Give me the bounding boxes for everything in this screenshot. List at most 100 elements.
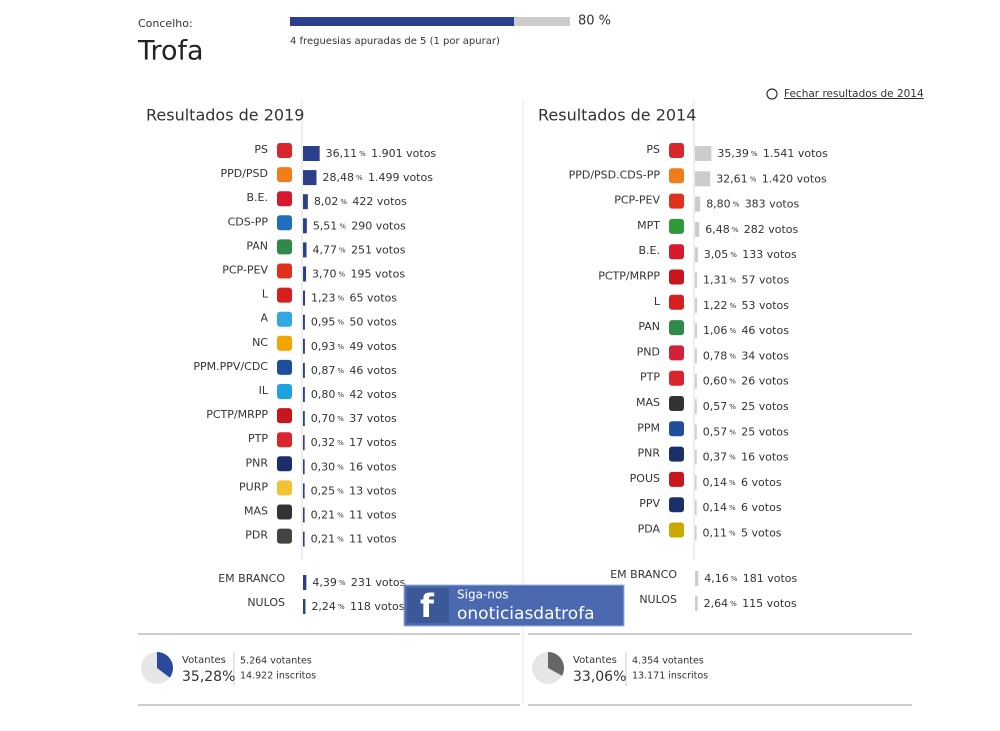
result-bar: [303, 387, 305, 402]
percent-sign: %: [730, 251, 737, 259]
percent-sign: %: [338, 295, 345, 303]
percent-sign: %: [339, 222, 346, 230]
result-bar: [695, 474, 697, 490]
result-bar: [695, 146, 712, 161]
party-name: PNR: [245, 456, 268, 469]
votes: 231 votos: [351, 576, 406, 589]
percent: 0,21: [311, 509, 336, 522]
votes: 49 votos: [349, 340, 397, 353]
party-name: PTP: [640, 371, 660, 384]
party-logo: [669, 345, 684, 361]
history-icon[interactable]: [766, 88, 778, 100]
votes: 16 votos: [741, 451, 789, 464]
percent-sign: %: [733, 201, 740, 209]
percent-sign: %: [337, 367, 344, 375]
percent-sign: %: [730, 600, 737, 608]
percent-sign: %: [337, 536, 344, 544]
percent-sign: %: [729, 403, 736, 411]
result-bar: [303, 483, 305, 499]
percent: 0,30: [311, 460, 336, 473]
party-logo: [277, 239, 292, 255]
percent-sign: %: [729, 479, 736, 487]
party-name: PPM: [637, 421, 660, 434]
votes: 1.541 votos: [763, 147, 828, 160]
votes: 383 votos: [745, 198, 800, 211]
percent-sign: %: [337, 463, 344, 471]
party-logo: [669, 218, 684, 234]
banner-line2: onoticiasdatrofa: [457, 604, 595, 624]
party-logo: [277, 504, 292, 520]
party-name: PPD/PSD.CDS-PP: [569, 168, 661, 181]
party-logo: [669, 446, 684, 462]
registered: 14.922 inscritos: [240, 671, 316, 682]
party-logo: [277, 528, 292, 544]
party-name: B.E.: [639, 244, 661, 257]
party-logo: [277, 456, 292, 472]
party-logo: [669, 497, 684, 513]
party-logo: [277, 311, 292, 327]
result-bar: [695, 272, 698, 288]
result-bar: [303, 218, 307, 234]
percent-sign: %: [337, 439, 344, 447]
percent: 4,39: [312, 576, 337, 589]
result-bar: [695, 171, 711, 187]
county-name: Trofa: [137, 36, 204, 67]
party-name: IL: [259, 384, 269, 397]
result-bar: [303, 435, 305, 451]
percent: 4,16: [704, 572, 729, 585]
facebook-logo: [407, 588, 449, 623]
close-link[interactable]: Fechar resultados de 2014: [784, 88, 924, 100]
party-name: PCP-PEV: [614, 194, 660, 207]
result-bar: [695, 196, 701, 212]
party-name: B.E.: [247, 191, 269, 204]
percent: 0,70: [311, 412, 336, 425]
percent: 1,22: [703, 299, 728, 312]
result-bar: [303, 575, 307, 590]
votes: 25 votos: [741, 425, 789, 438]
percent: 0,37: [703, 451, 728, 464]
voters: 5.264 votantes: [240, 656, 312, 667]
party-name: PCP-PEV: [222, 264, 268, 277]
result-bar: [303, 314, 305, 330]
result-bar: [695, 297, 698, 313]
party-logo: [277, 335, 292, 351]
votes: 1.901 votos: [371, 147, 436, 160]
result-bar: [303, 599, 306, 614]
party-name: EM BRANCO: [218, 572, 285, 585]
percent-sign: %: [729, 530, 736, 538]
votes: 11 votos: [349, 509, 397, 522]
result-bar: [695, 373, 697, 389]
party-logo: [277, 287, 292, 303]
percent-sign: %: [751, 150, 758, 158]
percent: 32,61: [716, 172, 748, 185]
party-logo: [669, 244, 684, 260]
party-name: L: [262, 288, 269, 301]
percent-sign: %: [337, 391, 344, 399]
progress-fill: [290, 17, 514, 26]
percent: 0,93: [311, 340, 336, 353]
percent-sign: %: [337, 343, 344, 351]
votes: 25 votos: [741, 400, 789, 413]
result-bar: [695, 348, 697, 364]
result-bar: [303, 290, 306, 306]
party-logo: [277, 263, 292, 279]
result-bar: [695, 424, 697, 440]
percent-sign: %: [337, 415, 344, 423]
percent: 0,87: [311, 364, 336, 377]
percent-sign: %: [359, 150, 366, 158]
party-logo: [669, 471, 684, 487]
percent-sign: %: [337, 512, 344, 520]
votes: 118 votos: [350, 600, 405, 613]
percent: 3,70: [312, 268, 337, 281]
percent-sign: %: [340, 198, 347, 206]
party-logo: [277, 191, 292, 207]
party-name: PCTP/MRPP: [206, 408, 268, 421]
party-logo: [277, 432, 292, 448]
progress-label: 80 %: [578, 14, 611, 29]
turnout-label: Votantes: [573, 655, 617, 666]
facebook-f: f: [420, 587, 435, 625]
percent: 28,48: [322, 171, 354, 184]
percent-sign: %: [729, 378, 736, 386]
percent: 0,95: [311, 316, 336, 329]
